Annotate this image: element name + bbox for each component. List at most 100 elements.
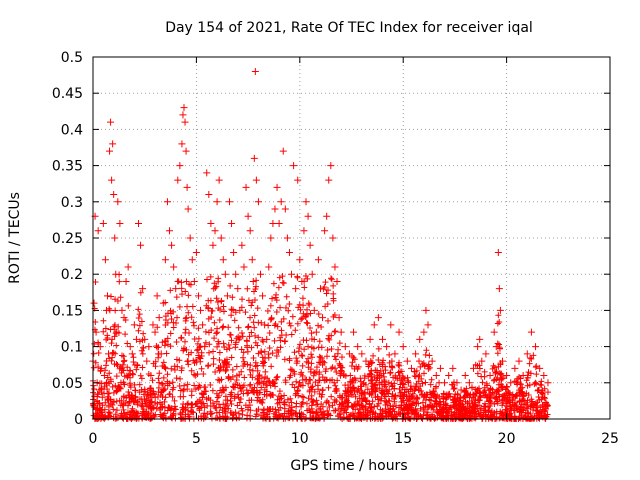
data-point (107, 118, 115, 126)
band-marker (196, 354, 203, 361)
band-marker (294, 320, 301, 327)
band-marker (117, 385, 124, 392)
band-marker (502, 400, 509, 407)
band-marker (407, 383, 414, 390)
band-marker (426, 414, 433, 421)
band-marker (192, 401, 199, 408)
band-marker (389, 364, 396, 371)
band-marker (121, 381, 128, 388)
band-marker (264, 308, 271, 314)
band-marker (332, 388, 339, 395)
band-marker (355, 363, 362, 370)
band-marker (388, 380, 395, 387)
band-marker (135, 306, 142, 313)
band-marker (222, 384, 229, 391)
data-point (97, 364, 105, 372)
band-marker (273, 376, 280, 383)
band-marker (372, 367, 379, 374)
band-marker (319, 374, 326, 381)
data-point (519, 372, 527, 380)
band-marker (182, 326, 189, 333)
band-marker (516, 387, 523, 394)
band-marker (137, 372, 144, 379)
band-marker (493, 368, 500, 375)
band-marker (274, 323, 281, 330)
band-marker (308, 402, 315, 409)
band-marker (374, 402, 381, 409)
band-marker (326, 377, 333, 384)
data-point (161, 256, 169, 264)
band-marker (514, 379, 521, 386)
band-marker (530, 352, 537, 359)
band-marker (149, 377, 156, 384)
band-marker (109, 354, 116, 361)
band-marker (325, 287, 332, 294)
band-marker (139, 350, 146, 357)
band-marker (252, 339, 259, 346)
band-marker (511, 378, 518, 385)
band-marker (371, 403, 378, 410)
band-marker (532, 379, 539, 386)
band-marker (177, 387, 184, 394)
band-marker (393, 412, 400, 419)
data-point (271, 205, 279, 213)
band-marker (210, 361, 217, 368)
band-marker (297, 341, 304, 348)
band-marker (491, 411, 498, 418)
data-point (145, 343, 153, 351)
band-marker (395, 361, 402, 368)
band-marker (177, 335, 184, 342)
band-marker (413, 396, 420, 403)
band-marker (117, 363, 124, 370)
data-point (267, 234, 275, 242)
band-marker (428, 404, 435, 411)
band-marker (401, 410, 408, 417)
band-marker (424, 409, 431, 416)
band-marker (113, 373, 120, 380)
band-marker (207, 408, 214, 415)
band-marker (526, 381, 533, 388)
band-marker (451, 396, 458, 403)
data-point (354, 343, 362, 351)
band-marker (527, 355, 534, 362)
data-point (205, 191, 213, 199)
data-point (366, 335, 374, 343)
data-point (180, 104, 188, 112)
band-marker (112, 307, 119, 314)
band-marker (111, 322, 118, 329)
band-marker (246, 333, 253, 340)
band-marker (302, 272, 309, 279)
band-marker (106, 380, 113, 387)
band-marker (495, 312, 502, 319)
band-marker (286, 301, 293, 308)
band-marker (102, 325, 109, 332)
band-marker (520, 393, 527, 400)
band-marker (148, 394, 155, 401)
data-point (201, 343, 209, 351)
band-marker (416, 358, 423, 365)
band-marker (246, 397, 253, 404)
data-point (374, 314, 382, 322)
band-marker (261, 386, 268, 393)
data-point (172, 285, 180, 293)
x-tick-label: 20 (498, 431, 516, 447)
band-marker (470, 392, 477, 399)
data-point (219, 256, 227, 264)
band-marker (324, 347, 331, 354)
band-marker (298, 400, 305, 407)
band-marker (292, 409, 299, 416)
data-point (321, 227, 329, 235)
band-marker (474, 405, 481, 412)
band-marker (245, 297, 252, 304)
band-marker (315, 311, 322, 318)
band-marker (305, 300, 312, 307)
band-marker (204, 363, 211, 370)
band-marker (125, 402, 132, 409)
band-marker (285, 408, 292, 415)
data-point (230, 248, 238, 256)
band-marker (113, 388, 120, 395)
data-point (441, 379, 449, 387)
band-marker (245, 406, 252, 413)
data-point (130, 321, 138, 329)
band-marker (210, 355, 217, 362)
